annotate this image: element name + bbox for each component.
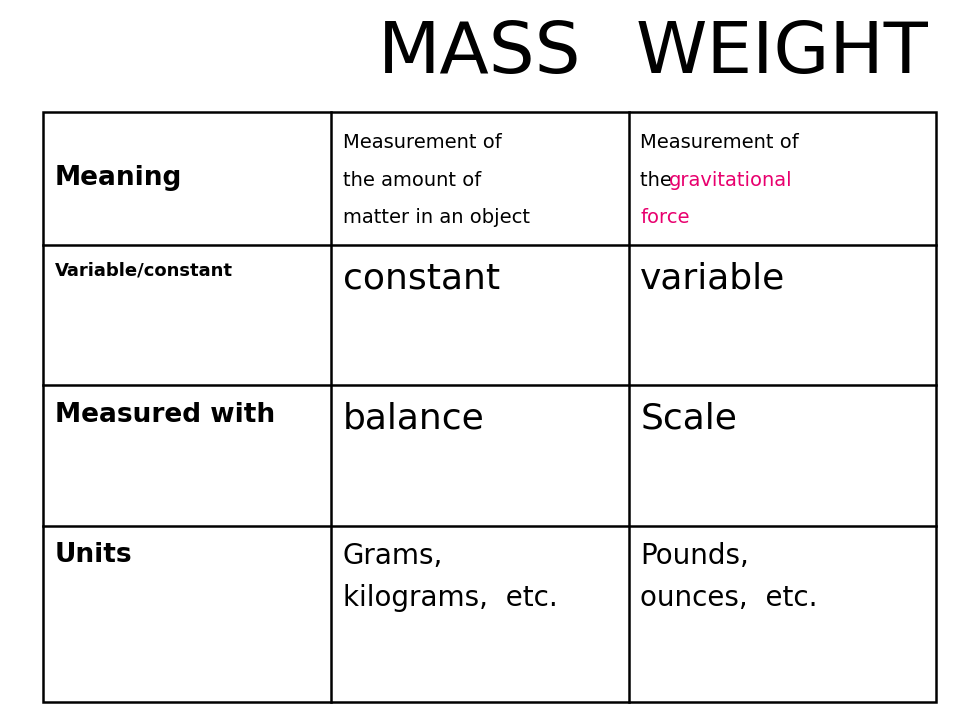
Text: Measurement of: Measurement of — [640, 133, 799, 152]
Text: Measurement of: Measurement of — [343, 133, 501, 152]
Text: Pounds,: Pounds, — [640, 542, 749, 570]
Text: MASS: MASS — [378, 19, 582, 89]
Text: the amount of: the amount of — [343, 171, 481, 189]
Text: constant: constant — [343, 261, 500, 295]
Bar — [43, 112, 936, 702]
Text: Scale: Scale — [640, 402, 737, 436]
Text: ounces,  etc.: ounces, etc. — [640, 584, 818, 612]
Text: force: force — [640, 208, 690, 227]
Text: gravitational: gravitational — [669, 171, 793, 189]
Text: Meaning: Meaning — [55, 165, 182, 192]
Text: Grams,: Grams, — [343, 542, 444, 570]
Text: balance: balance — [343, 402, 485, 436]
Text: kilograms,  etc.: kilograms, etc. — [343, 584, 558, 612]
Text: Measured with: Measured with — [55, 402, 275, 428]
Text: the: the — [640, 171, 679, 189]
Text: matter in an object: matter in an object — [343, 208, 530, 227]
Text: WEIGHT: WEIGHT — [636, 19, 928, 89]
Text: Units: Units — [55, 542, 132, 568]
Text: variable: variable — [640, 261, 785, 295]
Text: Variable/constant: Variable/constant — [55, 261, 232, 279]
